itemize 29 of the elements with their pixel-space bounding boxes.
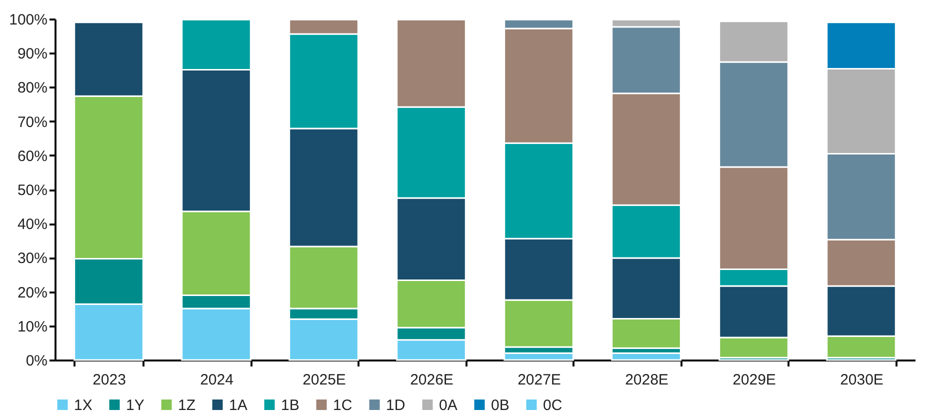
legend-label: 0B: [491, 396, 510, 414]
x-tick-label: 2026E: [410, 372, 454, 388]
legend-label: 1B: [281, 396, 300, 414]
legend-label: 1A: [229, 396, 248, 414]
legend-label: 1X: [74, 396, 92, 414]
y-tick-label: 60%: [17, 148, 48, 165]
y-tick-label: 90%: [17, 46, 48, 63]
legend-label: 0C: [543, 396, 562, 414]
legend-label: 1D: [386, 396, 406, 414]
x-tick-label: 2028E: [625, 372, 668, 388]
y-tick-label: 10%: [17, 318, 48, 336]
y-tick-label: 70%: [17, 114, 48, 131]
y-tick-label: 50%: [17, 182, 48, 199]
y-tick-label: 40%: [17, 216, 48, 234]
x-tick-label: 2027E: [518, 372, 561, 388]
y-tick-label: 0%: [26, 352, 48, 370]
y-tick-label: 80%: [17, 80, 48, 97]
x-tick-label: 2029E: [732, 372, 776, 388]
legend-label: 1C: [333, 396, 352, 414]
y-tick-label: 30%: [17, 250, 48, 268]
x-tick-label: 2025E: [302, 372, 346, 388]
legend-label: 0A: [439, 396, 458, 414]
legend-label: 1Y: [126, 396, 144, 414]
y-tick-label: 20%: [17, 284, 48, 302]
y-tick-label: 100%: [9, 12, 48, 28]
x-tick-label: 2024: [200, 372, 234, 388]
x-tick-label: 2023: [92, 372, 126, 388]
legend-label: 1Z: [178, 396, 196, 414]
x-tick-label: 2030E: [840, 372, 884, 388]
